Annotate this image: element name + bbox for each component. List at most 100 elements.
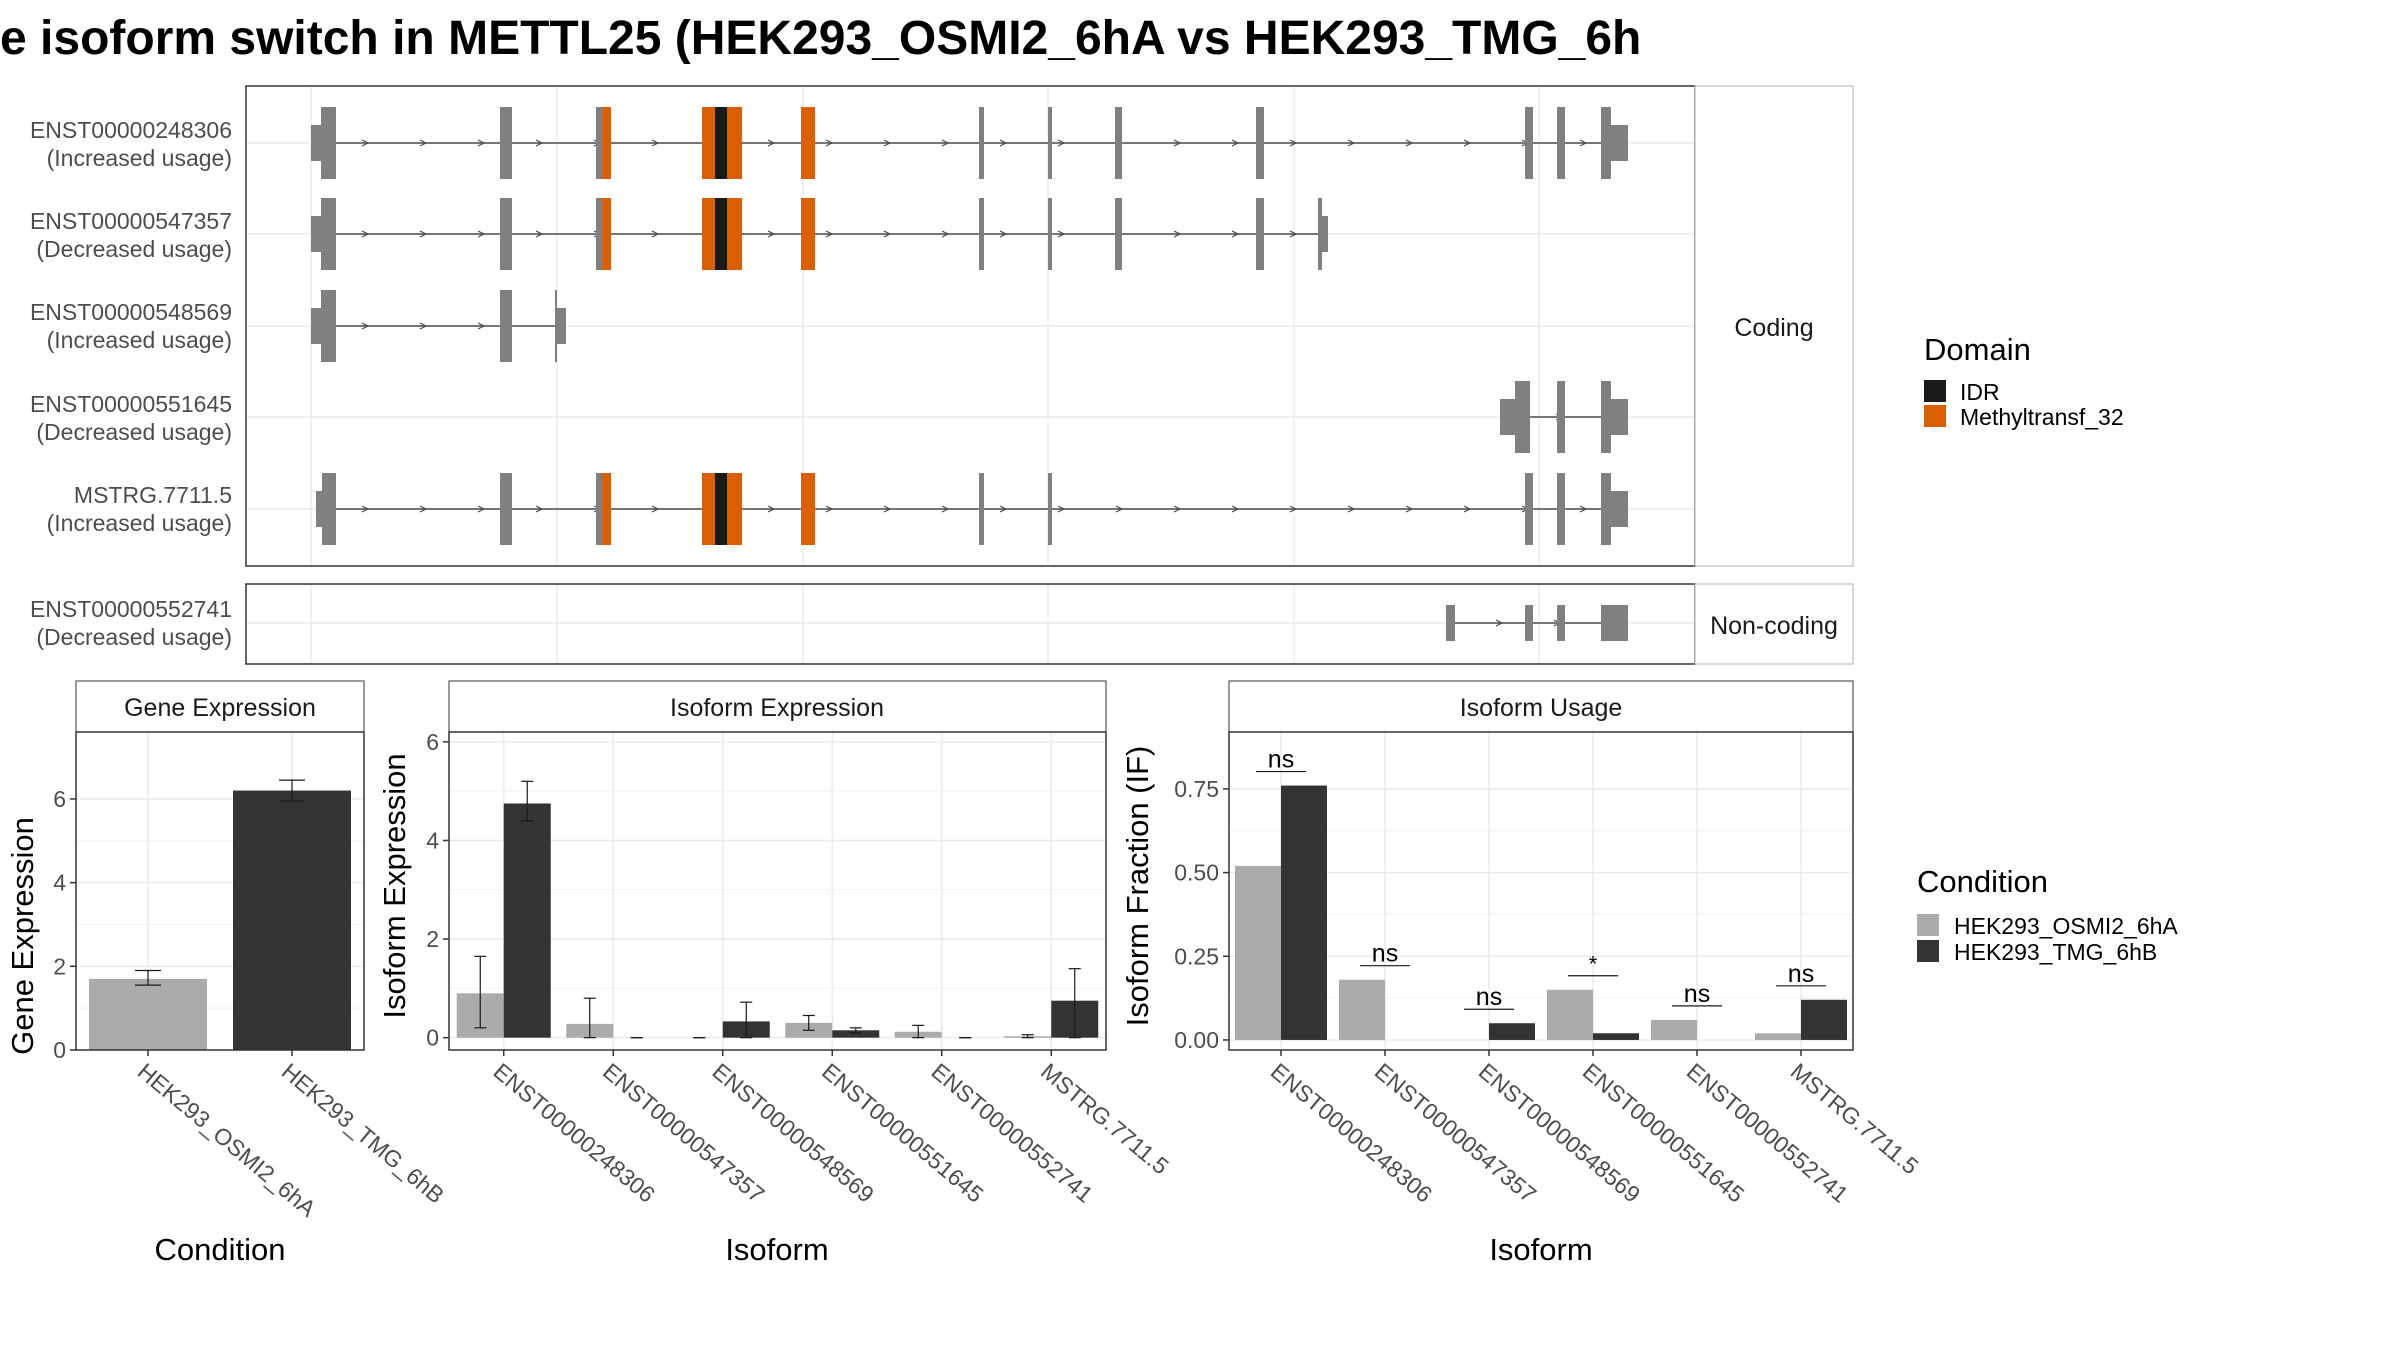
transcript-label-id: ENST00000548569	[30, 299, 232, 325]
x-axis-title: Condition	[155, 1232, 286, 1267]
y-axis-title: Isoform Fraction (IF)	[1120, 746, 1155, 1027]
transcript-label-id: MSTRG.7711.5	[74, 482, 232, 508]
direction-arrow	[1289, 505, 1298, 513]
figure-title: e isoform switch in METTL25 (HEK293_OSMI…	[0, 12, 1641, 65]
y-tick-label: 6	[426, 729, 439, 755]
exon	[1525, 107, 1533, 179]
exon	[1115, 198, 1122, 270]
direction-arrow	[361, 230, 370, 238]
y-tick-label: 4	[53, 870, 66, 896]
exon	[1048, 198, 1052, 270]
exon	[500, 473, 512, 545]
isoform-expression-chart: Isoform Expression 0246ENST00000248306EN…	[377, 680, 1174, 1267]
domain-legend-label-methyltransf: Methyltransf_32	[1960, 404, 2124, 430]
direction-arrow	[1173, 139, 1182, 147]
direction-arrow	[419, 505, 428, 513]
condition-legend-title: Condition	[1917, 864, 2048, 899]
domain-exon	[602, 473, 611, 545]
domain-exon	[801, 473, 815, 545]
domain-legend-title: Domain	[1924, 332, 2031, 367]
direction-arrow	[651, 230, 660, 238]
significance-label: *	[1589, 952, 1598, 977]
bar	[1235, 865, 1281, 1040]
direction-arrow	[1495, 619, 1504, 627]
plot-border	[448, 731, 1107, 1051]
bar	[1339, 979, 1385, 1040]
direction-arrow	[825, 139, 834, 147]
transcript-label-id: ENST00000552741	[30, 596, 232, 622]
exon	[1048, 473, 1052, 545]
direction-arrow	[1231, 230, 1240, 238]
exon	[500, 290, 512, 362]
direction-arrow	[767, 505, 776, 513]
transcript-label-id: ENST00000248306	[30, 117, 232, 143]
direction-arrow	[941, 505, 950, 513]
exon	[311, 216, 321, 252]
plot-background	[1229, 732, 1853, 1050]
transcript-structure-panel: Coding Non-coding ENST00000248306 (Incre…	[30, 85, 1854, 665]
exon	[557, 308, 566, 344]
bar	[233, 790, 351, 1050]
noncoding-strip	[1694, 583, 1854, 665]
direction-arrow	[1347, 505, 1356, 513]
coding-strip-label: Coding	[1734, 314, 1813, 342]
idr-domain	[715, 107, 727, 179]
condition-legend-swatch-tmg	[1917, 940, 1939, 962]
exon	[1256, 107, 1264, 179]
direction-arrow	[767, 139, 776, 147]
direction-arrow	[1579, 139, 1588, 147]
bar	[503, 803, 551, 1038]
panel-strip	[1228, 680, 1854, 733]
significance-label: ns	[1268, 746, 1294, 774]
exon	[321, 107, 336, 179]
plot-background	[449, 732, 1106, 1050]
direction-arrow	[1405, 505, 1414, 513]
exon	[1601, 381, 1611, 453]
bar	[1489, 1023, 1535, 1040]
direction-arrow	[825, 505, 834, 513]
direction-arrow	[535, 230, 544, 238]
exon	[1611, 491, 1628, 527]
plot-border	[1228, 731, 1854, 1051]
direction-arrow	[1463, 139, 1472, 147]
noncoding-strip-label: Non-coding	[1710, 612, 1838, 640]
direction-arrow	[999, 505, 1008, 513]
panel-title: Gene Expression	[124, 694, 316, 722]
domain-exon	[602, 107, 611, 179]
x-axis-title: Isoform	[1489, 1232, 1592, 1267]
direction-arrow	[477, 322, 486, 330]
bar	[832, 1030, 880, 1038]
y-tick-label: 0.50	[1174, 860, 1219, 886]
direction-arrow	[883, 505, 892, 513]
direction-arrow	[419, 230, 428, 238]
direction-arrow	[361, 139, 370, 147]
bar	[1547, 989, 1593, 1040]
y-axis-title: Gene Expression	[5, 817, 40, 1055]
exon	[321, 198, 336, 270]
domain-legend-swatch-idr	[1924, 380, 1946, 402]
y-tick-label: 2	[426, 926, 439, 952]
direction-arrow	[651, 505, 660, 513]
x-axis-title: Isoform	[725, 1232, 828, 1267]
noncoding-panel-border	[245, 583, 1696, 665]
exon	[1115, 107, 1122, 179]
y-tick-label: 0.25	[1174, 943, 1219, 969]
exon	[1557, 605, 1565, 641]
transcript-label-usage: (Increased usage)	[47, 510, 232, 536]
direction-arrow	[825, 230, 834, 238]
exon	[555, 290, 557, 362]
direction-arrow	[1231, 505, 1240, 513]
domain-exon	[602, 198, 611, 270]
direction-arrow	[477, 230, 486, 238]
bar	[1651, 1019, 1697, 1040]
transcript-label-id: ENST00000547357	[30, 208, 232, 234]
panel-title: Isoform Usage	[1460, 694, 1623, 722]
y-tick-label: 0	[53, 1037, 66, 1063]
direction-arrow	[999, 139, 1008, 147]
transcript-label-usage: (Increased usage)	[47, 145, 232, 171]
exon	[321, 290, 336, 362]
exon	[1515, 381, 1530, 453]
direction-arrow	[999, 230, 1008, 238]
exon	[1500, 399, 1515, 435]
